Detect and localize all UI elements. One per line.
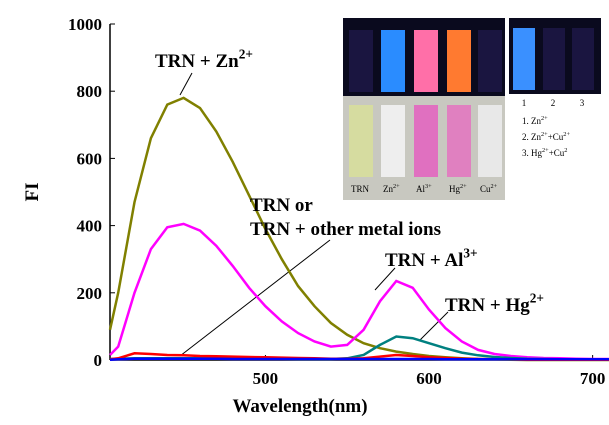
annotation: TRN + Zn2+ xyxy=(155,46,253,72)
x-tick-label: 500 xyxy=(253,369,279,388)
inset-legend-item-part: 3. Hg xyxy=(522,148,542,158)
inset-number: 2 xyxy=(551,98,556,108)
y-tick-label: 1000 xyxy=(68,15,102,34)
inset-legend-item-part: +Cu xyxy=(549,148,565,158)
inset-column-label-sup: 3+ xyxy=(425,183,432,190)
chart: Wavelength(nm) FI 0 200 400 600 800 1000 500 60… xyxy=(0,0,609,425)
x-axis-title: Wavelength(nm) xyxy=(232,396,367,417)
x-tick-label: 700 xyxy=(580,369,606,388)
y-tick-label: 800 xyxy=(77,82,103,101)
inset-legend-item: 1. Zn2+ xyxy=(522,115,548,126)
inset-legend-item: 3. Hg2++Cu2 xyxy=(522,147,567,158)
annotation-part: TRN + Al xyxy=(385,250,463,271)
annotation: TRN or xyxy=(250,195,313,216)
annotation: TRN + Al3+ xyxy=(385,245,478,271)
annotation-sup: 2+ xyxy=(239,46,253,61)
inset-legend-item-part: 2. Zn xyxy=(522,132,541,142)
inset-legend-item-sup: 2+ xyxy=(563,131,570,138)
inset-column-label: TRN xyxy=(351,184,370,194)
y-tick-label: 0 xyxy=(94,351,103,370)
inset-legend-item: 2. Zn2++Cu2+ xyxy=(522,131,570,142)
inset-number: 3 xyxy=(580,98,585,108)
annotation: TRN + Hg2+ xyxy=(445,290,544,316)
inset-column-label-sup: 2+ xyxy=(460,183,467,190)
annotation-sup: 3+ xyxy=(463,245,477,260)
inset-column-label-part: TRN xyxy=(351,184,370,194)
y-tick-label: 600 xyxy=(77,149,103,168)
inset-photo xyxy=(343,18,601,200)
inset-column-label-sup: 2+ xyxy=(491,183,498,190)
annotation: TRN + other metal ions xyxy=(250,219,441,240)
inset-column-label-sup: 2+ xyxy=(393,183,400,190)
inset-number: 1 xyxy=(522,98,527,108)
inset-column-label-part: Zn xyxy=(383,184,393,194)
x-tick-label: 600 xyxy=(416,369,442,388)
inset-legend-item-part: +Cu xyxy=(548,132,564,142)
y-axis-title: FI xyxy=(22,183,43,202)
inset-column-label-part: Cu xyxy=(480,184,491,194)
y-tick-label: 200 xyxy=(77,284,103,303)
annotation-sup: 2+ xyxy=(530,290,544,305)
y-tick-label: 400 xyxy=(77,217,103,236)
inset-column-label-part: Hg xyxy=(449,184,460,194)
inset-legend-item-sup: 2 xyxy=(564,147,567,154)
inset-legend-item-sup: 2+ xyxy=(541,115,548,122)
annotation-part: TRN + Zn xyxy=(155,51,239,72)
annotation-part: TRN + other metal ions xyxy=(250,219,441,240)
annotation-part: TRN + Hg xyxy=(445,295,530,316)
inset-legend-item-part: 1. Zn xyxy=(522,116,541,126)
annotation-part: TRN or xyxy=(250,195,313,216)
series-line xyxy=(110,359,609,360)
